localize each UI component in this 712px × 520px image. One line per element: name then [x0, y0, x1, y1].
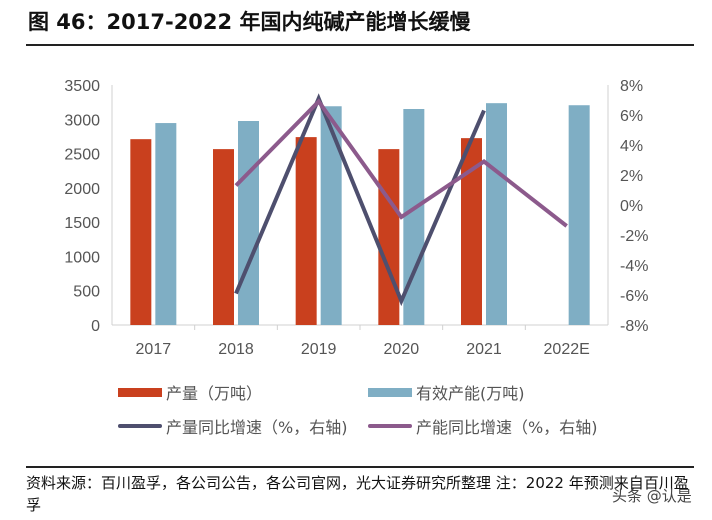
y-tick-label-right: -6% [620, 288, 648, 305]
y-tick-label-right: 6% [620, 108, 643, 125]
legend-item-production: 产量（万吨） [118, 380, 262, 404]
chart-plot: 0 500 1000 1500 2000 2500 3000 3500 -8% -6% -4% -2%… [64, 78, 648, 358]
bar [213, 149, 234, 325]
series-line [234, 93, 486, 307]
chart-title: 图 46：2017-2022 年国内纯碱产能增长缓慢 [28, 10, 471, 34]
legend-item-capacity: 有效产能(万吨) [368, 380, 525, 404]
x-tick-label: 2020 [384, 341, 420, 358]
y-tick-label-left: 3500 [64, 78, 100, 95]
source-divider [26, 466, 694, 468]
y-tick-label-right: -8% [620, 318, 648, 335]
legend-label: 产量（万吨） [166, 384, 263, 403]
x-tick-label: 2018 [218, 341, 254, 358]
legend-swatch [118, 424, 162, 428]
bar [486, 103, 507, 325]
legend-item-production-growth: 产量同比增速（%，右轴) [118, 414, 347, 438]
source-note: 资料来源：百川盈孚，各公司公告，各公司官网，光大证券研究所整理 注：2022 年… [26, 474, 689, 514]
y-tick-label-right: -2% [620, 228, 648, 245]
bar [155, 123, 177, 325]
y-tick-label-right: 0% [620, 198, 643, 215]
y-tick-label-left: 2500 [64, 147, 100, 164]
bar [295, 137, 317, 325]
y-tick-label-left: 2000 [64, 181, 100, 198]
watermark: 头条 @认是 [612, 487, 692, 505]
bar [238, 121, 259, 325]
y-tick-label-left: 500 [73, 284, 100, 301]
bar [461, 138, 482, 325]
title-divider [26, 44, 694, 46]
series-line [234, 98, 568, 228]
legend-swatch [118, 387, 162, 397]
y-tick-label-right: -4% [620, 258, 648, 275]
x-tick-label: 2021 [466, 341, 502, 358]
y-tick-label-right: 8% [620, 78, 643, 95]
y-tick-label-left: 1000 [64, 249, 100, 266]
x-tick-label: 2022E [544, 341, 590, 358]
y-tick-label-left: 3000 [64, 112, 100, 129]
bar [378, 149, 400, 325]
y-tick-label-right: 2% [620, 168, 643, 185]
legend-label: 有效产能(万吨) [416, 384, 525, 403]
y-tick-label-left: 1500 [64, 215, 100, 232]
legend-swatch [368, 387, 412, 397]
bar [403, 109, 425, 325]
legend-swatch [368, 424, 412, 428]
legend-item-capacity-growth: 产能同比增速（%，右轴) [368, 414, 597, 438]
x-tick-label: 2019 [301, 341, 337, 358]
bar [130, 139, 152, 325]
y-tick-label-left: 0 [91, 318, 100, 335]
legend-label: 产量同比增速（%，右轴) [166, 418, 348, 437]
y-tick-label-right: 4% [620, 138, 643, 155]
bar [568, 105, 590, 325]
x-tick-label: 2017 [136, 341, 172, 358]
legend-label: 产能同比增速（%，右轴) [416, 418, 598, 437]
bar [320, 106, 342, 325]
